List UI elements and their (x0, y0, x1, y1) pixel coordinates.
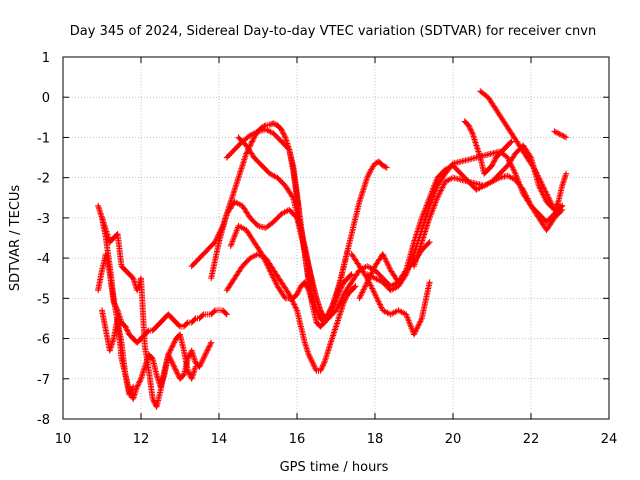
series-arc-d (99, 307, 199, 402)
data-point-markers (99, 307, 199, 402)
series-arc-r (551, 128, 570, 141)
x-tick-label: 16 (289, 432, 306, 447)
series-arc-q (477, 88, 570, 213)
x-tick-label: 20 (445, 432, 462, 447)
data-point-markers (227, 222, 316, 306)
data-point-markers (95, 251, 230, 346)
y-tick-label: -6 (37, 333, 50, 348)
data-point-markers (551, 128, 570, 141)
y-tick-label: 1 (42, 51, 50, 66)
data-point-markers (348, 251, 433, 338)
y-tick-label: -5 (37, 292, 50, 307)
chart-title: Day 345 of 2024, Sidereal Day-to-day VTE… (70, 24, 596, 39)
data-point-markers (461, 118, 515, 177)
x-tick-label: 10 (55, 432, 72, 447)
series-arc-o (411, 172, 566, 270)
x-tick-label: 24 (601, 432, 618, 447)
plot-frame (62, 56, 610, 420)
y-tick-label: -3 (37, 212, 50, 227)
data-points (95, 88, 570, 410)
y-axis-title: SDTVAR / TECUs (8, 185, 23, 292)
x-axis-title: GPS time / hours (280, 460, 389, 475)
series-arc-b (95, 251, 230, 346)
x-tick-label: 22 (523, 432, 540, 447)
x-tick-label: 18 (367, 432, 384, 447)
data-point-markers (411, 172, 566, 270)
y-tick-label: -8 (37, 413, 50, 428)
axis-ticks: 10 12 14 16 18 20 22 24 -8 -7 -6 -5 -4 -3 -2 -1 0 1 (37, 51, 617, 447)
data-point-markers (223, 251, 359, 374)
y-tick-label: -4 (37, 252, 50, 267)
series-arc-j (235, 134, 351, 322)
x-tick-label: 12 (133, 432, 150, 447)
y-tick-label: 0 (42, 91, 50, 106)
data-point-markers (477, 88, 570, 213)
y-tick-label: -2 (37, 172, 50, 187)
series-arc-l (348, 251, 433, 338)
y-tick-label: -1 (37, 131, 50, 146)
data-point-markers (235, 134, 351, 322)
y-tick-label: -7 (37, 373, 50, 388)
series-arc-p (461, 118, 515, 177)
x-tick-label: 14 (211, 432, 228, 447)
series-arc-g (223, 251, 359, 374)
series-arc-h (227, 222, 316, 306)
